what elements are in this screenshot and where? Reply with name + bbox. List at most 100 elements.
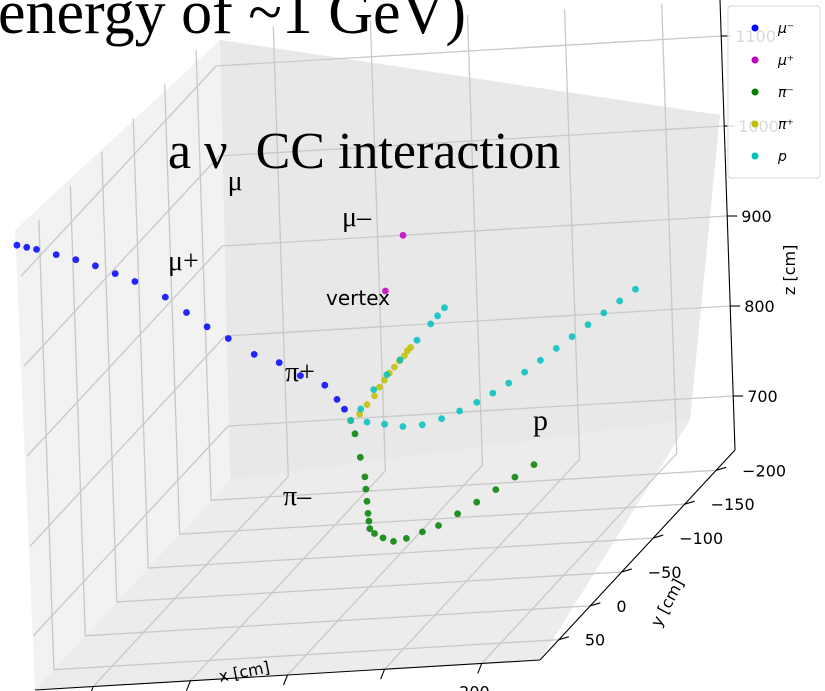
- point-p: [381, 420, 388, 428]
- y-tick-label: 0: [616, 597, 626, 616]
- point-p: [632, 285, 639, 293]
- point-p: [370, 386, 378, 393]
- point-pi-plus: [376, 383, 383, 391]
- legend-marker: [751, 120, 759, 128]
- legend-label: π⁻: [778, 85, 794, 101]
- point-mu-plus: [399, 231, 407, 239]
- y-gridline-left: [101, 151, 118, 602]
- interaction-caption: a νμ CC interaction: [168, 123, 560, 197]
- point-mu-minus: [333, 396, 341, 403]
- point-mu-minus: [33, 246, 40, 253]
- point-p: [473, 398, 481, 406]
- annotation-mu-plus: μ+: [168, 246, 199, 277]
- point-pi-plus: [401, 352, 408, 360]
- x-tick-label: −150: [349, 688, 393, 691]
- point-pi-minus: [530, 461, 538, 468]
- point-pi-minus: [390, 538, 397, 545]
- x-tick-mark: [477, 663, 483, 674]
- point-mu-minus: [297, 372, 304, 379]
- x-gridline-back: [661, 3, 678, 454]
- z-axis-label: z [cm]: [780, 245, 799, 295]
- back-pane: [220, 40, 720, 480]
- x-tick-mark: [185, 680, 191, 691]
- y-axis-line: [539, 449, 736, 661]
- legend-label: p: [777, 149, 787, 165]
- point-p: [363, 418, 371, 426]
- z-tick-label: 900: [741, 207, 772, 226]
- y-tick-label: −200: [742, 461, 786, 480]
- point-p: [399, 423, 407, 430]
- y-tick-label: −100: [679, 529, 723, 548]
- point-pi-minus: [511, 473, 519, 481]
- x-gridline-back: [466, 14, 484, 466]
- point-mu-minus: [275, 359, 283, 366]
- point-pi-minus: [492, 486, 500, 493]
- y-tick-mark: [590, 602, 601, 607]
- y-gridline-left: [164, 84, 181, 535]
- z-tick-label: 800: [744, 297, 775, 316]
- point-p: [418, 421, 426, 429]
- point-p: [383, 371, 391, 379]
- point-pi-minus: [366, 525, 374, 533]
- y-tick-mark: [715, 466, 727, 471]
- point-mu-minus: [131, 278, 139, 285]
- y-gridline-floor: [148, 537, 654, 569]
- point-pi-minus: [435, 522, 442, 529]
- y-gridline-floor: [211, 469, 717, 501]
- y-tick-mark: [653, 534, 664, 539]
- point-pi-plus: [371, 392, 378, 400]
- point-mu-minus: [161, 293, 169, 301]
- point-p: [616, 297, 624, 305]
- point-p: [456, 407, 463, 415]
- annotation-proton: p: [533, 404, 548, 437]
- y-tick-label: −150: [711, 495, 755, 514]
- scatter-points: [13, 231, 639, 545]
- z-gridline-left: [29, 335, 226, 547]
- x-gridline-back: [272, 26, 289, 477]
- point-p: [537, 356, 544, 364]
- point-p: [521, 368, 528, 376]
- x-gridline-floor: [287, 464, 483, 676]
- point-p: [489, 389, 497, 397]
- x-tick-mark: [282, 674, 289, 686]
- legend-label: μ⁺: [777, 53, 794, 69]
- legend-marker: [751, 24, 759, 32]
- point-mu-minus: [250, 351, 258, 358]
- point-p: [600, 309, 608, 317]
- point-pi-minus: [403, 535, 410, 542]
- point-p: [396, 356, 404, 364]
- point-pi-minus: [371, 530, 378, 537]
- caption-main: a ν: [168, 123, 228, 180]
- x-gridline-floor: [481, 453, 678, 664]
- point-p: [427, 320, 435, 328]
- annotation-pi-plus: π+: [285, 357, 315, 388]
- point-mu-minus: [92, 262, 99, 270]
- point-mu-minus: [23, 243, 31, 251]
- z-gridline-back: [216, 35, 722, 67]
- point-mu-minus: [72, 256, 80, 264]
- point-p: [438, 415, 445, 422]
- point-p: [552, 345, 560, 352]
- point-p: [357, 405, 365, 413]
- point-pi-minus: [356, 453, 364, 461]
- z-tick-label: 700: [747, 387, 778, 406]
- x-gridline-floor: [189, 470, 386, 682]
- point-pi-minus: [361, 473, 369, 481]
- y-gridline-floor: [179, 503, 685, 535]
- point-mu-minus: [52, 251, 60, 258]
- point-pi-minus: [379, 534, 387, 542]
- z-axis-line: [719, 0, 736, 451]
- x-tick-mark: [90, 686, 94, 691]
- legend: μ⁻ μ⁺ π⁻ π⁺ p: [727, 5, 821, 179]
- point-mu-minus: [224, 335, 232, 342]
- annotation-pi-minus: π–: [283, 481, 312, 512]
- point-p: [505, 379, 513, 387]
- headline-fragment: energy of ~1 GeV): [0, 0, 466, 47]
- y-gridline-left: [195, 50, 212, 501]
- legend-marker: [751, 88, 759, 96]
- point-pi-minus: [363, 497, 371, 505]
- x-gridline-floor: [384, 458, 581, 670]
- point-mu-minus: [183, 309, 190, 316]
- axis-edges: [34, 0, 744, 691]
